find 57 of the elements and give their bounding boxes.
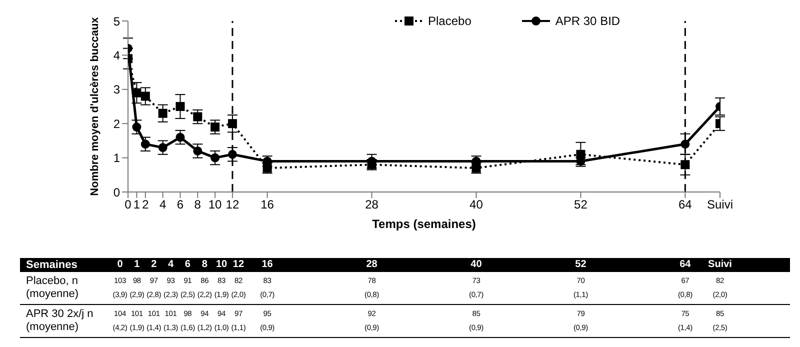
point: [228, 150, 237, 159]
x-tick-label: Suivi: [706, 198, 734, 212]
x-tick-label: 6: [176, 198, 184, 212]
text: 40: [470, 258, 483, 272]
x-tick-label: 28: [365, 198, 379, 212]
text: 64: [678, 258, 692, 272]
point: [210, 153, 220, 162]
point: [193, 146, 202, 156]
x-tick-label: 16: [260, 198, 274, 212]
x-tick-label: 1: [133, 198, 140, 212]
text: Suivi: [708, 258, 732, 272]
point: [210, 122, 220, 132]
text: Semaines: [26, 258, 78, 272]
y-tick-label: 1: [113, 151, 120, 166]
text: 16: [260, 258, 274, 272]
point: [680, 140, 690, 149]
y-tick-label: 3: [113, 82, 120, 97]
text: APR 30 2x/j n (moyenne): [26, 308, 94, 333]
x-tick-label: 40: [470, 198, 484, 212]
legend-label: APR 30 BID: [555, 14, 620, 28]
point: [140, 92, 150, 101]
point: [680, 160, 690, 170]
point: [132, 88, 142, 98]
x-tick-label: 2: [142, 198, 150, 212]
y-axis-title: Nombre moyen d'ulcères buccaux: [88, 16, 101, 196]
x-tick-label: 8: [194, 198, 202, 212]
point: [176, 102, 185, 111]
legend-label: Placebo: [428, 14, 472, 28]
x-axis-title: Temps (semaines): [372, 217, 476, 231]
x-tick-label: 0: [124, 198, 132, 212]
x-tick-label: 64: [678, 198, 692, 212]
point: [176, 132, 185, 142]
y-tick-label: 5: [113, 14, 120, 28]
text: 10: [214, 258, 228, 272]
point: [228, 119, 237, 128]
text: 4: [166, 258, 175, 272]
point: [576, 150, 586, 159]
text: Placebo, n (moyenne): [26, 275, 79, 300]
text: 52: [574, 258, 588, 272]
text: 6: [184, 258, 192, 272]
point: [140, 140, 150, 149]
text: 12: [232, 258, 246, 272]
x-tick-label: 4: [159, 198, 166, 212]
text: 8: [200, 258, 208, 272]
y-tick-label: 4: [113, 48, 120, 62]
point: [158, 108, 168, 118]
point: [193, 112, 202, 122]
point: [132, 122, 142, 132]
x-tick-label: 10: [208, 198, 222, 212]
y-tick-label: 0: [113, 185, 120, 200]
x-tick-label: 52: [574, 198, 588, 212]
text: 28: [365, 258, 378, 272]
y-tick-label: 2: [113, 116, 120, 131]
x-tick-label: 12: [226, 198, 240, 212]
point: [158, 143, 168, 152]
text: 1: [133, 258, 141, 272]
text: 2: [150, 258, 158, 272]
